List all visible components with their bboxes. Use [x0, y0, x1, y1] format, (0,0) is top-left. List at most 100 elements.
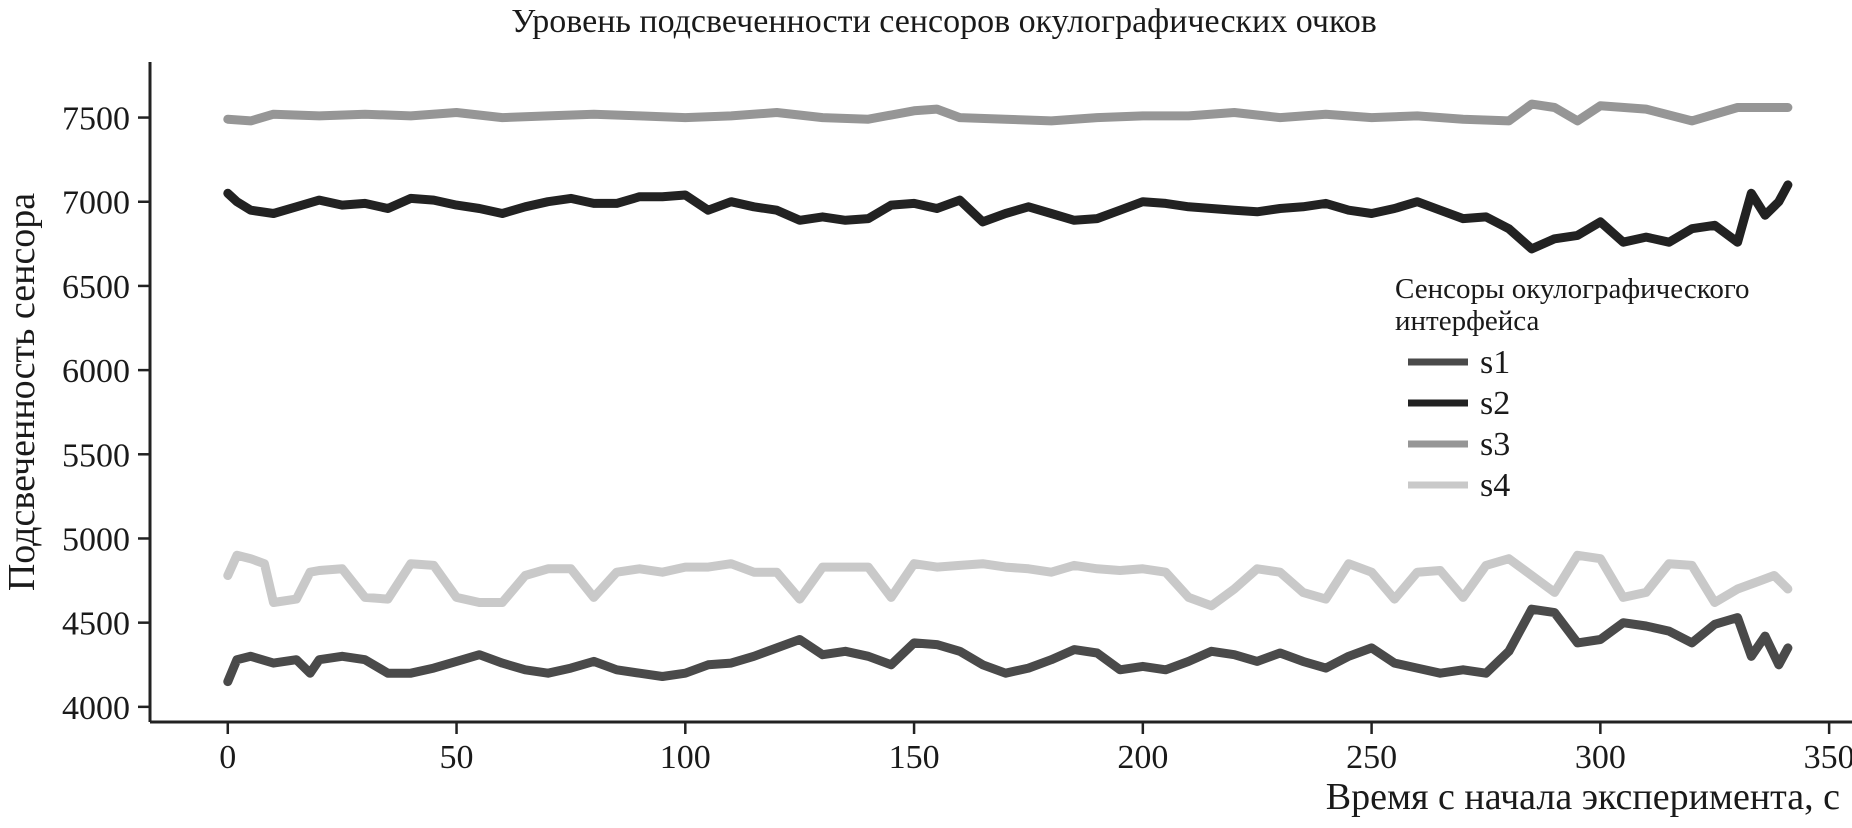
data-point-s4 [979, 560, 986, 567]
data-point-s1 [307, 670, 314, 677]
data-point-s1 [1748, 653, 1755, 660]
data-point-s1 [1762, 633, 1769, 640]
data-point-s4 [1254, 565, 1261, 572]
data-point-s2 [1597, 218, 1604, 225]
data-point-s1 [1528, 606, 1535, 613]
data-point-s1 [1117, 666, 1123, 673]
data-point-s4 [1771, 572, 1778, 579]
data-point-s1 [1414, 665, 1421, 672]
data-point-s4 [522, 572, 529, 579]
data-point-s1 [407, 670, 414, 677]
data-point-s1 [430, 665, 437, 672]
data-point-s1 [1460, 666, 1467, 673]
data-point-s3 [1505, 117, 1512, 124]
data-point-s2 [1071, 217, 1078, 224]
data-point-s1 [1162, 666, 1169, 673]
data-point-s2 [682, 192, 689, 198]
data-point-s2 [1139, 198, 1146, 205]
data-point-s3 [1185, 112, 1192, 119]
data-point-s4 [476, 599, 483, 606]
data-point-s1 [270, 660, 277, 667]
data-point-s3 [362, 111, 368, 118]
data-point-s1 [979, 661, 986, 668]
x-tick-label: 200 [1117, 739, 1168, 776]
y-ticks: 4000 4500 5000 5500 6000 6500 7000 7500 [62, 101, 150, 727]
data-point-s2 [1528, 245, 1535, 252]
data-point-s2 [476, 205, 483, 212]
data-point-s2 [1775, 198, 1782, 205]
data-point-s1 [1300, 658, 1306, 665]
data-point-s1 [1094, 650, 1101, 656]
data-point-s3 [407, 112, 414, 119]
data-point-s3 [247, 117, 254, 124]
data-point-s1 [1688, 639, 1695, 646]
data-point-s2 [1437, 207, 1444, 214]
data-point-s3 [224, 116, 231, 123]
data-point-s3 [1414, 112, 1421, 119]
data-point-s4 [728, 560, 735, 567]
data-point-s4 [888, 594, 895, 601]
data-point-s4 [1300, 589, 1306, 596]
data-point-s2 [1784, 181, 1791, 188]
x-axis-label: Время с начала эксперимента, с [1326, 776, 1840, 818]
data-point-s1 [819, 651, 826, 658]
data-point-s4 [224, 572, 231, 579]
data-point-s2 [590, 200, 597, 207]
data-point-s4 [1437, 567, 1444, 574]
data-point-s1 [613, 666, 620, 673]
data-point-s3 [1322, 111, 1329, 118]
data-point-s4 [1277, 569, 1284, 576]
data-point-s2 [1643, 234, 1650, 241]
data-point-s3 [1643, 106, 1650, 113]
data-point-s2 [819, 213, 826, 220]
data-point-s2 [1368, 210, 1375, 217]
data-point-s4 [796, 596, 803, 603]
data-point-s4 [1460, 594, 1467, 601]
data-point-s1 [1483, 670, 1489, 677]
data-point-s2 [796, 217, 803, 224]
data-point-s4 [773, 569, 780, 576]
data-point-s2 [956, 197, 963, 204]
data-point-s4 [842, 564, 849, 571]
data-point-s4 [1185, 594, 1192, 601]
data-point-s2 [659, 193, 666, 200]
data-point-s3 [453, 109, 460, 116]
y-tick-label: 7500 [62, 101, 130, 138]
data-point-s2 [1185, 203, 1192, 210]
data-point-s2 [636, 193, 643, 200]
data-point-s4 [567, 565, 574, 572]
y-tick-label: 6500 [62, 269, 130, 306]
data-point-s1 [911, 639, 918, 646]
x-ticks: 0 50 100 150 200 250 300 350 [219, 722, 1852, 776]
x-tick-label: 100 [660, 739, 711, 776]
data-point-s4 [233, 552, 240, 559]
data-point-s2 [933, 205, 940, 212]
data-point-s4 [1391, 596, 1398, 603]
legend-label-s4: s4 [1480, 467, 1510, 504]
data-point-s2 [979, 218, 986, 225]
data-point-s2 [1574, 232, 1581, 239]
data-point-s1 [796, 636, 803, 643]
data-point-s4 [819, 564, 826, 571]
data-point-s1 [1277, 650, 1284, 656]
data-point-s4 [293, 596, 300, 603]
data-point-s2 [1322, 200, 1329, 207]
data-point-s1 [1048, 656, 1055, 663]
data-point-s4 [659, 569, 666, 576]
data-point-s3 [1551, 104, 1558, 111]
legend-item-s4: s4 [1408, 467, 1510, 504]
data-point-s2 [522, 203, 529, 210]
data-point-s2 [1025, 203, 1032, 210]
data-point-s4 [1620, 594, 1627, 601]
data-point-s1 [293, 656, 300, 663]
data-point-s1 [659, 673, 666, 680]
data-point-s1 [728, 660, 735, 667]
legend-title-line-1: Сенсоры окулографического [1395, 273, 1750, 305]
data-point-s3 [316, 112, 323, 119]
data-point-s4 [261, 560, 268, 567]
data-point-s2 [453, 202, 460, 209]
data-point-s4 [636, 565, 643, 572]
data-point-s3 [1528, 101, 1535, 108]
data-point-s2 [430, 197, 437, 204]
